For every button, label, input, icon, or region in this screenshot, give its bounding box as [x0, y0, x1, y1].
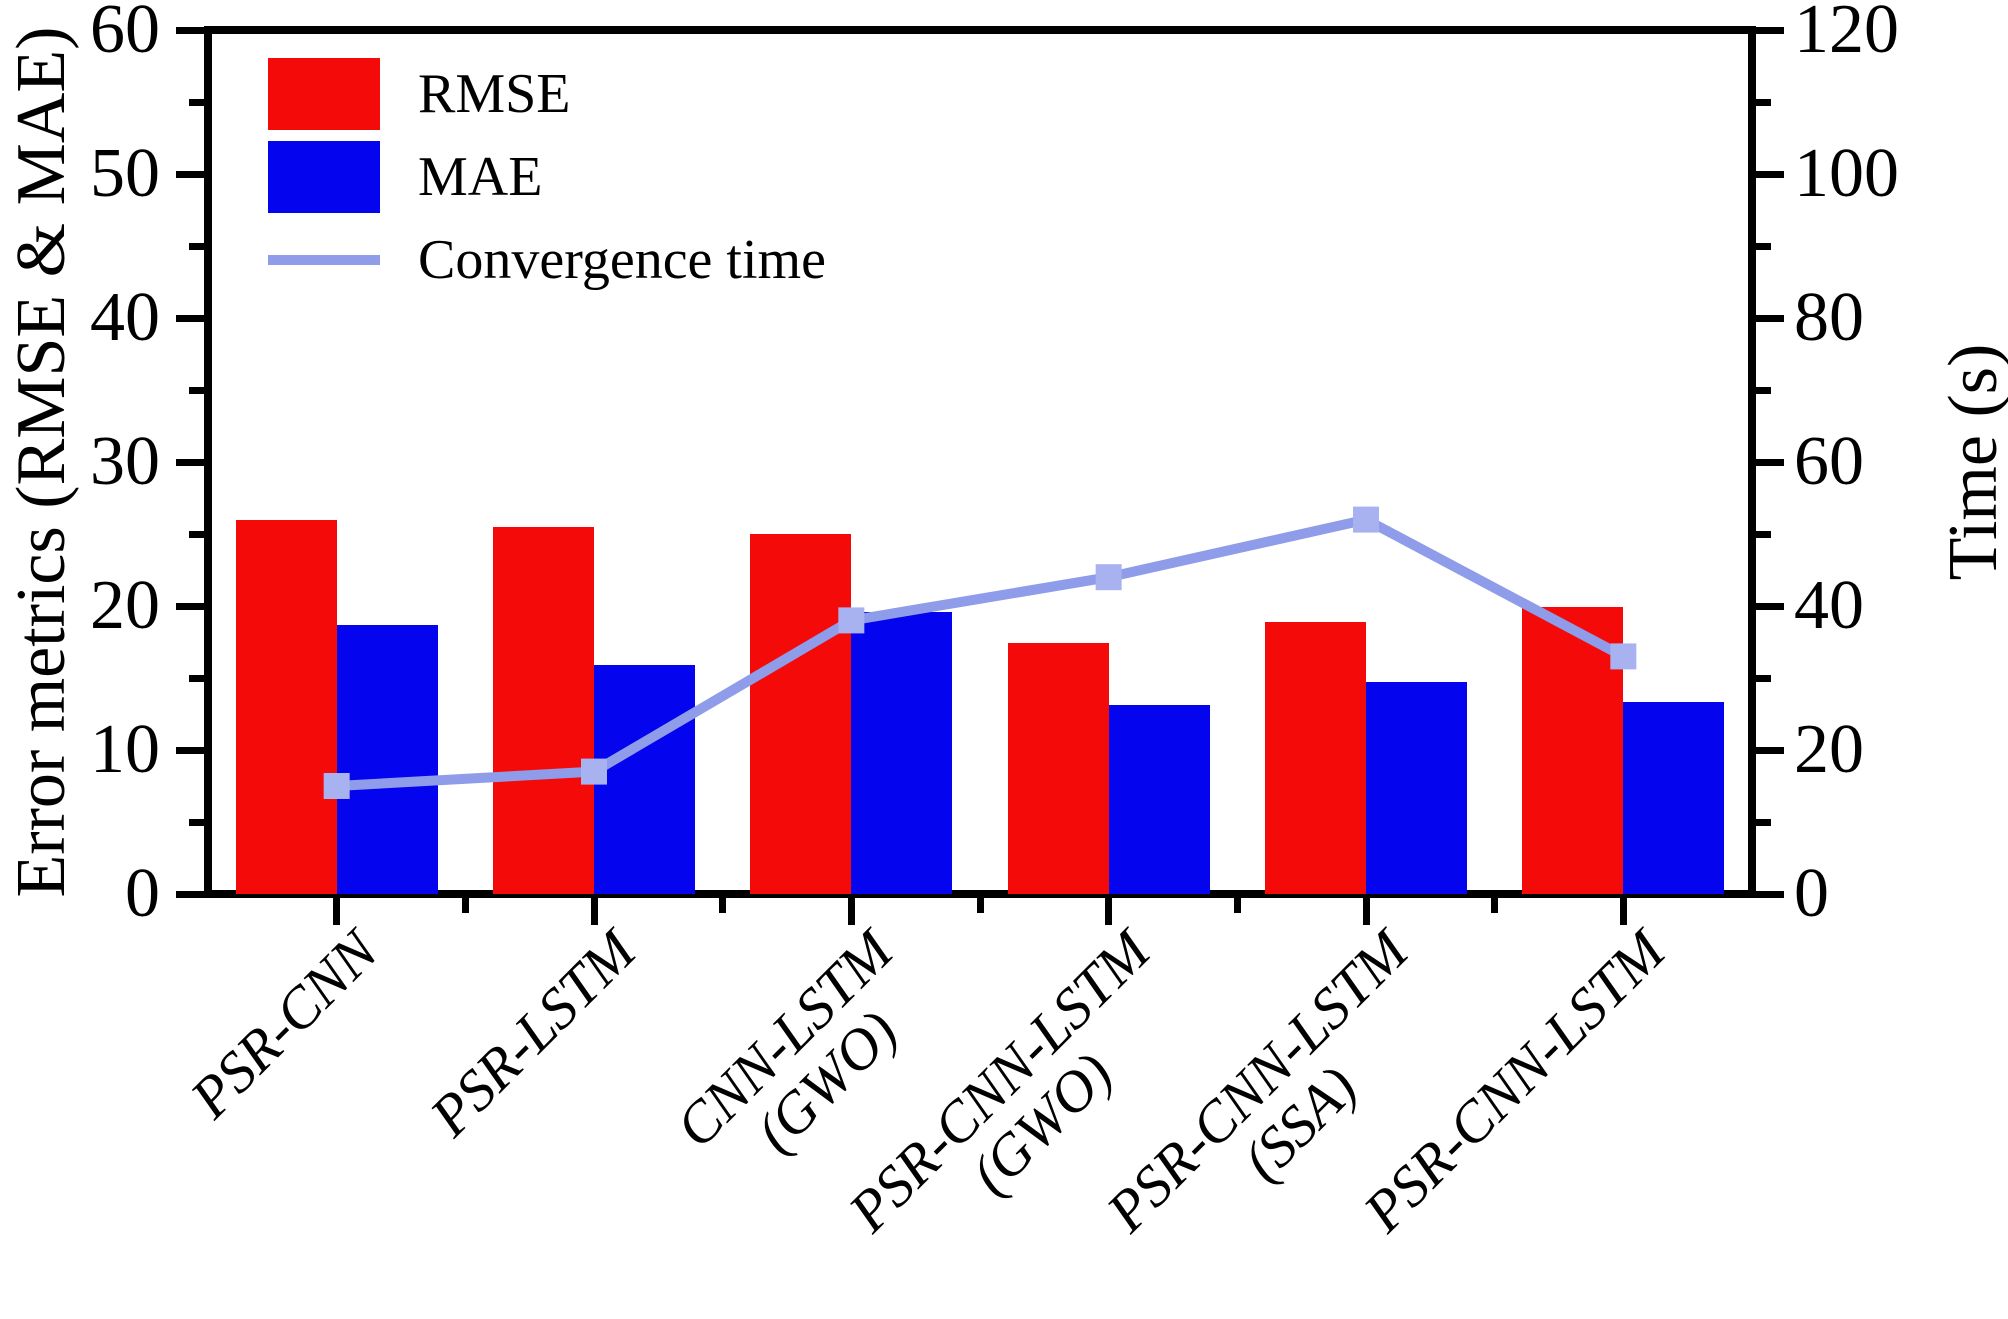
minor-ytick-5-right — [1756, 818, 1771, 826]
bar-rmse-5 — [1522, 607, 1624, 894]
y-right-label-20: 20 — [1794, 711, 1864, 788]
xtick-major-1 — [590, 898, 598, 925]
y-right-label-120: 120 — [1794, 0, 1899, 68]
bar-rmse-1 — [493, 526, 594, 894]
major-ytick-40-left — [176, 314, 204, 322]
legend-label-mae: MAE — [418, 146, 543, 208]
bar-mae-1 — [594, 665, 695, 894]
bar-mae-5 — [1623, 702, 1725, 894]
major-ytick-0-left — [176, 890, 204, 898]
legend-swatch-mae — [268, 141, 380, 213]
legend-row-rmse: RMSE — [268, 58, 826, 130]
y-left-label-60: 60 — [90, 0, 160, 68]
major-ytick-0-right — [1756, 890, 1784, 898]
legend-line-sample — [268, 255, 380, 265]
major-ytick-40-right — [1756, 314, 1784, 322]
legend-label-convergence: Convergence time — [418, 229, 826, 291]
legend-label-rmse: RMSE — [418, 63, 571, 125]
y-right-label-100: 100 — [1794, 135, 1899, 212]
bar-rmse-3 — [1007, 643, 1109, 894]
legend-row-mae: MAE — [268, 141, 826, 213]
y-right-label-80: 80 — [1794, 279, 1864, 356]
xtick-major-3 — [1105, 898, 1113, 925]
minor-ytick-35-right — [1756, 386, 1771, 394]
convergence-marker-5 — [1610, 643, 1637, 670]
legend-swatch-rmse — [268, 58, 380, 130]
major-ytick-10-right — [1756, 746, 1784, 754]
major-ytick-60-left — [176, 26, 204, 34]
bar-mae-2 — [851, 611, 953, 894]
y-right-label-40: 40 — [1794, 567, 1864, 644]
category-label-0: PSR-CNN — [178, 917, 391, 1131]
major-ytick-30-right — [1756, 458, 1784, 466]
minor-ytick-45-left — [189, 242, 204, 250]
xtick-major-0 — [333, 898, 341, 925]
y-left-label-40: 40 — [90, 279, 160, 356]
major-ytick-50-right — [1756, 170, 1784, 178]
xtick-minor-3 — [976, 898, 984, 913]
minor-ytick-25-right — [1756, 530, 1771, 538]
y-left-label-50: 50 — [90, 135, 160, 212]
y-left-label-10: 10 — [90, 711, 160, 788]
minor-ytick-35-left — [189, 386, 204, 394]
minor-ytick-25-left — [189, 530, 204, 538]
legend-row-convergence: Convergence time — [268, 224, 826, 296]
major-ytick-60-right — [1756, 26, 1784, 34]
convergence-marker-0 — [323, 773, 350, 799]
y-left-label-30: 30 — [90, 423, 160, 500]
y-left-label-0: 0 — [125, 855, 160, 932]
left-axis-title: Error metrics (RMSE & MAE) — [3, 26, 80, 898]
major-ytick-20-right — [1756, 602, 1784, 610]
minor-ytick-15-left — [189, 674, 204, 682]
convergence-marker-3 — [1095, 564, 1122, 591]
convergence-marker-1 — [581, 758, 607, 785]
convergence-marker-4 — [1353, 506, 1379, 533]
plot-frame — [204, 26, 1756, 898]
xtick-minor-1 — [461, 898, 469, 913]
y-left-label-20: 20 — [90, 567, 160, 644]
bar-rmse-0 — [235, 519, 337, 894]
minor-ytick-15-right — [1756, 674, 1771, 682]
bar-rmse-2 — [750, 534, 852, 894]
minor-ytick-55-right — [1756, 98, 1771, 106]
y-right-label-0: 0 — [1794, 855, 1829, 932]
xtick-minor-4 — [1233, 898, 1241, 913]
y-right-label-60: 60 — [1794, 423, 1864, 500]
bar-mae-4 — [1366, 682, 1467, 894]
category-label-1: PSR-LSTM — [417, 917, 648, 1149]
minor-ytick-5-left — [189, 818, 204, 826]
xtick-major-5 — [1619, 898, 1627, 925]
right-axis-title: Time (s) — [1935, 343, 2008, 581]
minor-ytick-55-left — [189, 98, 204, 106]
minor-ytick-45-right — [1756, 242, 1771, 250]
convergence-line-plot — [323, 506, 1637, 799]
xtick-minor-5 — [1491, 898, 1499, 913]
major-ytick-30-left — [176, 458, 204, 466]
xtick-minor-2 — [719, 898, 727, 913]
bar-mae-0 — [336, 624, 438, 894]
major-ytick-20-left — [176, 602, 204, 610]
major-ytick-10-left — [176, 746, 204, 754]
convergence-marker-2 — [838, 607, 865, 634]
bar-mae-3 — [1108, 705, 1210, 894]
convergence-line — [336, 514, 1626, 791]
legend: RMSE MAE Convergence time — [268, 58, 826, 296]
xtick-major-2 — [847, 898, 855, 925]
bar-rmse-4 — [1265, 621, 1366, 894]
major-ytick-50-left — [176, 170, 204, 178]
xtick-major-4 — [1362, 898, 1370, 925]
